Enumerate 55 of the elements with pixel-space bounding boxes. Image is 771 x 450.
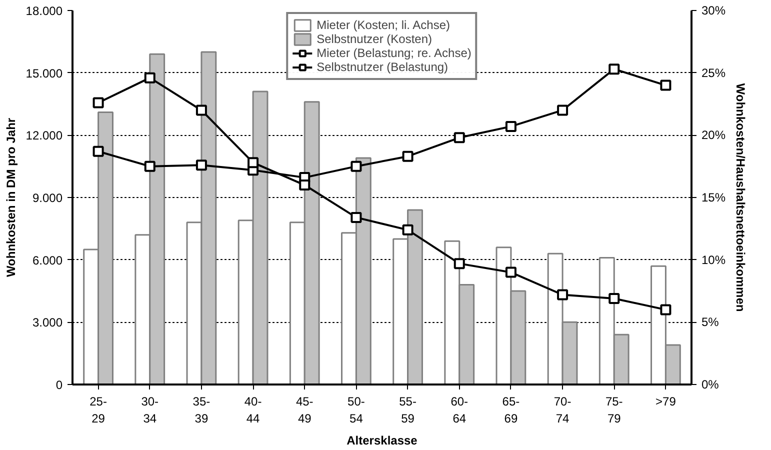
- legend-label: Mieter (Belastung; re. Achse): [316, 46, 472, 60]
- point: [402, 224, 414, 236]
- point: [248, 157, 259, 168]
- point: [299, 180, 310, 191]
- y2-tick-label: 0%: [702, 378, 720, 392]
- x-tick-label: 40- 44: [244, 394, 262, 426]
- y-axis-title: Wohnkosten in DM pro Jahr: [4, 118, 18, 278]
- y2-tick-label: 15%: [702, 190, 726, 204]
- x-tick-label: 35- 39: [192, 394, 210, 426]
- point: [196, 160, 207, 171]
- point: [454, 258, 465, 270]
- point: [402, 150, 414, 162]
- legend-label: Selbstnutzer (Kosten): [316, 32, 432, 46]
- y2-tick-label: 25%: [702, 66, 726, 80]
- point: [557, 104, 568, 116]
- x-tick-label: 70- 74: [554, 394, 572, 426]
- legend-label: Mieter (Kosten; li. Achse): [316, 18, 450, 32]
- x-tick-label: 65- 69: [502, 394, 520, 426]
- point: [454, 132, 465, 144]
- point: [350, 212, 362, 223]
- x-tick-label: 50- 54: [348, 394, 365, 426]
- point: [144, 72, 156, 84]
- x-tick-label: 60- 64: [450, 394, 468, 426]
- x-axis-title: Altersklasse: [346, 433, 418, 448]
- y2-tick-label: 30%: [702, 4, 726, 18]
- y-tick-label: 15.000: [26, 66, 63, 80]
- x-tick-label: >79: [656, 394, 676, 408]
- y-tick-label: 6.000: [32, 253, 63, 268]
- x-tick-label: 30- 34: [141, 394, 159, 426]
- point: [196, 104, 207, 116]
- legend-label: Selbstnutzer (Belastung): [316, 60, 448, 74]
- point: [92, 146, 104, 157]
- point: [557, 289, 568, 300]
- point: [144, 160, 156, 172]
- point: [608, 64, 620, 75]
- point: [350, 160, 362, 172]
- point: [505, 120, 516, 132]
- point: [505, 266, 516, 278]
- point: [92, 97, 104, 108]
- x-tick-label: 55- 59: [399, 394, 416, 426]
- y2-axis-title: Wohnkosten/Haushaltsnettoeinkommen: [734, 83, 748, 312]
- point: [660, 80, 672, 91]
- y-tick-label: 0: [56, 378, 63, 392]
- y-tick-label: 3.000: [32, 316, 63, 330]
- x-tick-label: 75- 79: [605, 394, 623, 426]
- y2-tick-label: 10%: [702, 252, 726, 267]
- point: [608, 292, 620, 304]
- y2-tick-label: 5%: [702, 315, 720, 330]
- y-tick-label: 18.000: [26, 4, 63, 18]
- y-tick-label: 12.000: [26, 128, 63, 143]
- x-tick-label: 45- 49: [296, 394, 314, 426]
- x-tick-label: 25- 29: [90, 394, 107, 426]
- y-tick-label: 9.000: [32, 191, 63, 205]
- point: [660, 304, 672, 316]
- y2-tick-label: 20%: [702, 128, 726, 142]
